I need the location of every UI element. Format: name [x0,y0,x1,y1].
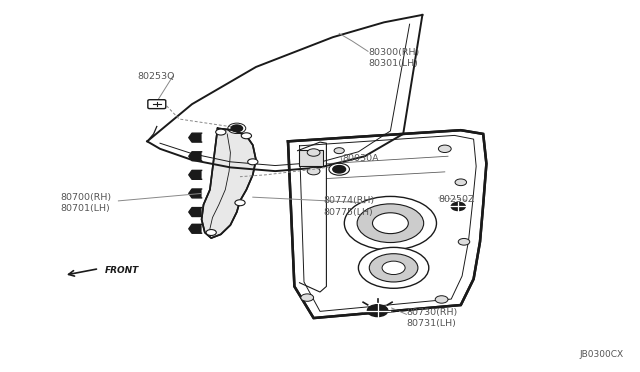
Circle shape [344,196,436,250]
Circle shape [358,247,429,288]
Circle shape [367,305,388,317]
Polygon shape [189,189,202,198]
Circle shape [435,296,448,303]
Polygon shape [202,128,256,238]
Polygon shape [189,224,202,233]
Circle shape [206,230,216,235]
Polygon shape [189,170,202,179]
Polygon shape [189,133,202,142]
Circle shape [231,125,243,132]
Circle shape [301,294,314,301]
Polygon shape [189,208,202,217]
Circle shape [357,204,424,243]
Polygon shape [288,130,486,318]
Circle shape [451,202,465,211]
Circle shape [369,254,418,282]
Text: 80774(RH)
80775(LH): 80774(RH) 80775(LH) [323,196,374,217]
Circle shape [455,179,467,186]
Text: 80030A: 80030A [342,154,379,163]
Circle shape [235,200,245,206]
Circle shape [333,166,346,173]
Text: 80700(RH)
80701(LH): 80700(RH) 80701(LH) [61,193,112,213]
Circle shape [216,129,226,135]
Circle shape [438,145,451,153]
Circle shape [307,167,320,175]
Circle shape [458,238,470,245]
Bar [299,150,323,166]
Polygon shape [189,152,202,161]
Circle shape [241,133,252,139]
Text: 80253Q: 80253Q [138,72,175,81]
Text: JB0300CX: JB0300CX [580,350,624,359]
Text: 80730(RH)
80731(LH): 80730(RH) 80731(LH) [406,308,458,328]
Circle shape [372,213,408,234]
Text: FRONT: FRONT [104,266,139,275]
Circle shape [334,148,344,154]
Circle shape [382,261,405,275]
FancyBboxPatch shape [148,100,166,109]
Text: 80250Z: 80250Z [438,195,475,203]
Text: 80300(RH)
80301(LH): 80300(RH) 80301(LH) [368,48,419,68]
Circle shape [248,159,258,165]
Circle shape [307,149,320,156]
Circle shape [329,163,349,175]
